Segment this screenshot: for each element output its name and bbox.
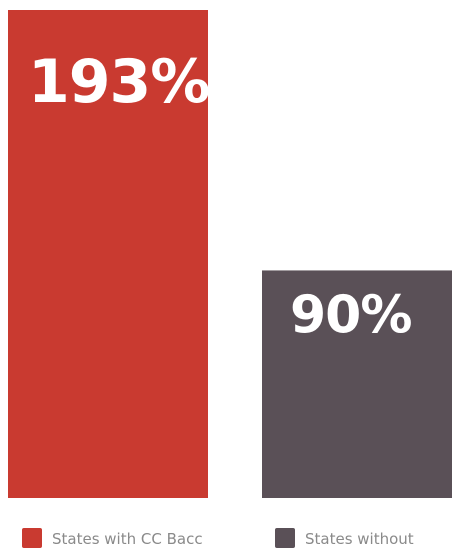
legend-swatch-2 bbox=[275, 528, 295, 548]
bar-2-value-label: 90% bbox=[290, 285, 411, 345]
bar-1-value-label: 193% bbox=[28, 47, 209, 117]
bar-2 bbox=[262, 270, 452, 498]
legend: States with CC Bacc States without bbox=[22, 528, 414, 548]
bar-1 bbox=[8, 10, 208, 498]
legend-label-2: States without bbox=[305, 530, 414, 548]
bars-group bbox=[8, 10, 452, 498]
bar-labels-group: 193% 90% bbox=[28, 47, 412, 345]
legend-label-1: States with CC Bacc bbox=[52, 530, 203, 548]
legend-swatch-1 bbox=[22, 528, 42, 548]
